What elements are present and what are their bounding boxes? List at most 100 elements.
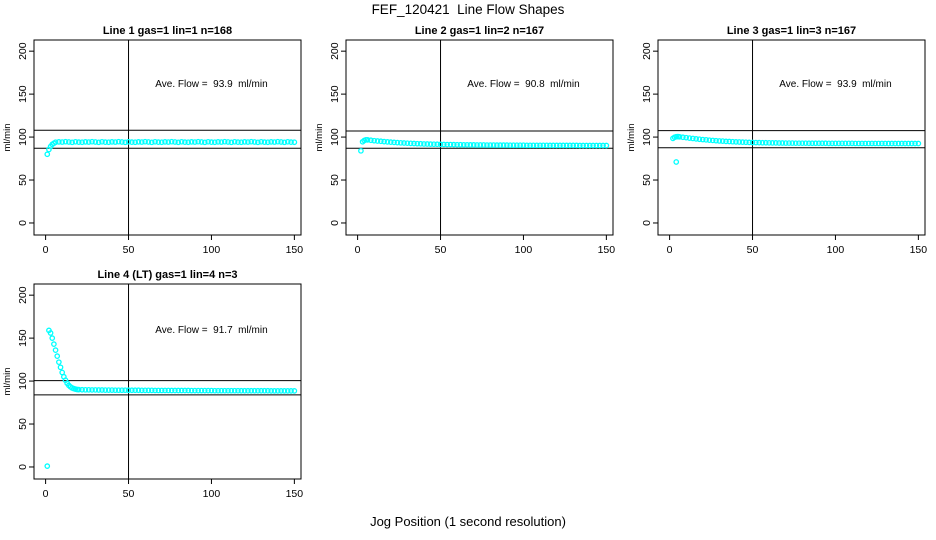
data-point: [586, 142, 593, 149]
data-point: [228, 387, 235, 394]
data-point: [198, 387, 205, 394]
x-tick-label: 150: [910, 244, 928, 256]
data-point: [85, 139, 92, 145]
data-point: [603, 142, 610, 149]
subplot-canvas: Line 3 gas=1 lin=3 n=167 0 50 100 150 200 ml/m…: [626, 25, 928, 256]
data-point: [69, 139, 75, 146]
data-point: [573, 142, 580, 149]
data-point: [201, 387, 208, 394]
data-point: [135, 139, 142, 145]
data-point: [440, 141, 447, 148]
y-axis: 0 50 100 150 200: [17, 42, 34, 226]
data-point: [567, 142, 573, 149]
data-point: [806, 140, 812, 147]
data-point: [557, 142, 563, 149]
data-point: [178, 138, 185, 145]
data-point: [148, 139, 155, 146]
data-point: [444, 141, 451, 148]
data-point: [450, 141, 457, 148]
plot-box: [33, 283, 302, 480]
data-point: [65, 139, 72, 145]
data-point: [407, 140, 414, 147]
data-point: [560, 142, 567, 149]
y-tick-label: 0: [17, 464, 29, 470]
data-point: [437, 141, 444, 148]
data-point: [855, 140, 862, 147]
data-point: [865, 140, 872, 147]
data-point: [221, 138, 228, 145]
data-point: [723, 138, 729, 145]
data-point: [786, 140, 792, 146]
y-axis-title: ml/min: [626, 124, 637, 152]
data-point: [391, 139, 397, 146]
data-point: [756, 139, 763, 146]
subplot-canvas: Line 2 gas=1 lin=2 n=167 0 50 100 150 200 ml/m…: [314, 25, 615, 256]
y-tick-label: 100: [329, 128, 341, 146]
data-point: [255, 387, 261, 394]
data-point: [274, 388, 281, 394]
data-point: [145, 387, 152, 394]
data-point: [192, 139, 198, 145]
data-point: [384, 139, 391, 145]
data-point: [195, 138, 202, 145]
data-point: [99, 387, 105, 393]
data-point: [241, 139, 248, 145]
x-axis: 0 50 100 150: [667, 235, 928, 256]
ave-flow-annotation: Ave. Flow = 93.9 ml/min: [155, 79, 267, 90]
data-point: [148, 387, 155, 394]
subplot-title: Line 2 gas=1 lin=2 n=167: [415, 25, 544, 37]
data-point: [82, 386, 89, 393]
data-point: [411, 140, 417, 147]
data-point: [271, 388, 278, 394]
data-point: [288, 388, 294, 394]
data-point: [152, 138, 158, 145]
data-point: [85, 386, 92, 393]
data-point: [431, 141, 437, 148]
data-point: [377, 138, 384, 145]
data-point: [414, 140, 421, 147]
data-point: [769, 140, 776, 146]
data-points: [44, 138, 298, 158]
data-point: [251, 139, 258, 145]
x-tick-label: 0: [43, 244, 49, 256]
data-point: [381, 138, 387, 145]
data-point: [95, 387, 102, 393]
data-point: [195, 387, 202, 394]
y-axis-title: ml/min: [2, 124, 13, 152]
data-point: [839, 140, 845, 147]
data-point: [869, 140, 875, 147]
data-point: [258, 138, 265, 145]
data-point: [221, 387, 228, 394]
data-point: [115, 138, 122, 145]
data-point: [218, 387, 225, 394]
data-point: [404, 140, 411, 147]
x-tick-label: 0: [43, 488, 49, 500]
data-point: [56, 359, 62, 366]
data-point: [112, 139, 119, 145]
data-point: [716, 138, 723, 144]
data-point: [99, 138, 105, 145]
data-point: [484, 142, 490, 148]
data-point: [251, 387, 258, 394]
data-point: [470, 142, 477, 148]
data-point: [477, 142, 484, 148]
data-point: [132, 387, 139, 394]
data-point: [460, 141, 467, 148]
data-point: [281, 139, 288, 146]
y-tick-label: 100: [17, 372, 29, 390]
data-point: [368, 137, 374, 144]
data-point: [547, 142, 553, 149]
x-tick-label: 150: [286, 488, 304, 500]
data-point: [188, 139, 195, 145]
y-tick-label: 150: [17, 85, 29, 103]
subplot-title: Line 4 (LT) gas=1 lin=4 n=3: [97, 269, 237, 281]
data-point: [175, 139, 182, 146]
data-point: [79, 386, 85, 393]
data-point: [175, 387, 182, 394]
data-point: [387, 139, 394, 145]
subplot-canvas: Line 4 (LT) gas=1 lin=4 n=3 0 50 100 150 200 m…: [2, 269, 304, 500]
data-point: [908, 140, 915, 147]
data-point: [523, 142, 530, 149]
chart-grid: Line 1 gas=1 lin=1 n=168 0 50 100 150 200 ml/m…: [0, 20, 936, 508]
data-point: [102, 139, 109, 145]
